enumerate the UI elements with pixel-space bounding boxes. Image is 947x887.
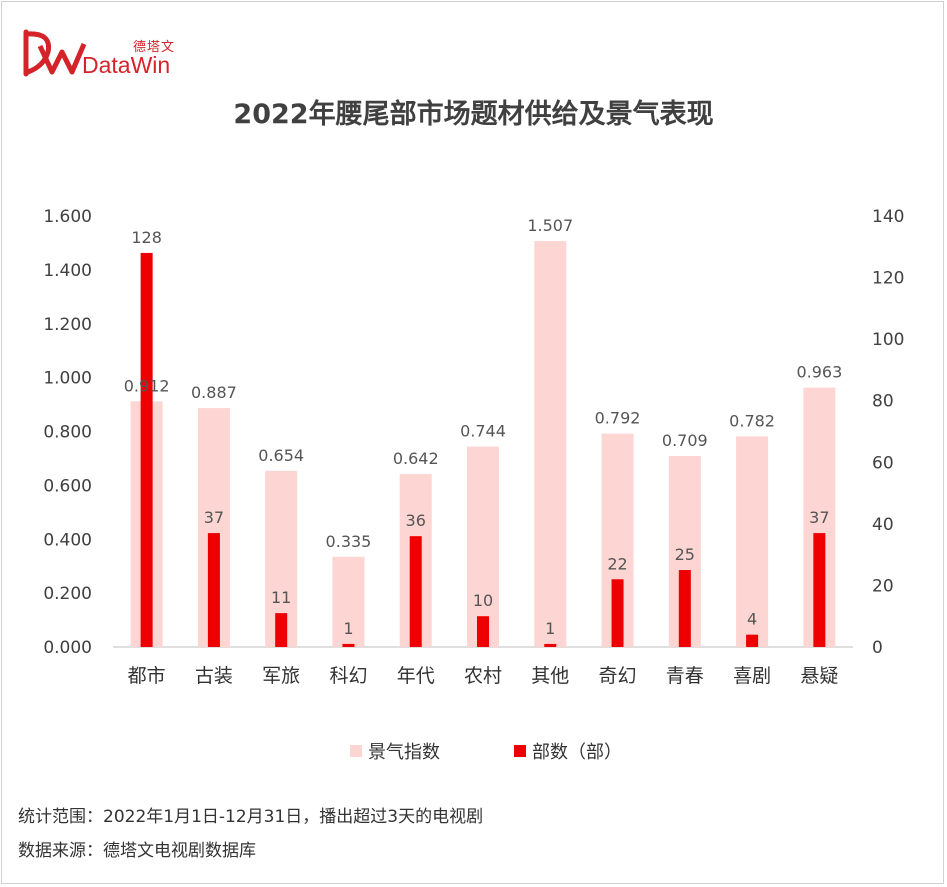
index-value-label: 0.887 <box>191 383 237 402</box>
footnote-scope: 统计范围：2022年1月1日-12月31日，播出超过3天的电视剧 <box>18 807 484 827</box>
legend-swatch-index <box>350 745 362 757</box>
category-label: 古装 <box>195 665 233 687</box>
category-label: 都市 <box>128 665 166 687</box>
count-value-label: 4 <box>747 610 757 629</box>
count-bar <box>140 252 153 647</box>
index-value-label: 0.792 <box>595 409 641 428</box>
index-value-label: 0.912 <box>124 376 170 395</box>
footnotes: 统计范围：2022年1月1日-12月31日，播出超过3天的电视剧 数据来源：德塔… <box>18 800 483 868</box>
category-label: 喜剧 <box>733 665 771 687</box>
legend-item-count: 部数（部） <box>514 738 622 764</box>
y-left-tick-label: 0.200 <box>43 584 92 604</box>
count-bar <box>544 643 557 647</box>
datawin-logo-mark-icon <box>23 29 87 77</box>
y-right-tick-label: 80 <box>872 392 894 412</box>
index-bar <box>534 241 567 647</box>
count-value-label: 37 <box>809 508 829 527</box>
y-left-tick-label: 0.400 <box>43 530 92 550</box>
category-label: 年代 <box>397 665 435 687</box>
y-left-tick-label: 1.400 <box>43 261 92 281</box>
brand-en-text: DataWin <box>82 52 171 78</box>
count-value-label: 1 <box>343 619 353 638</box>
y-right-tick-label: 100 <box>872 330 904 350</box>
y-left-tick-label: 0.600 <box>43 476 92 496</box>
chart-title: 2022年腰尾部市场题材供给及景气表现 <box>233 99 714 130</box>
category-label: 其他 <box>531 665 569 687</box>
index-value-label: 0.782 <box>729 411 775 430</box>
y-right-tick-label: 40 <box>872 515 894 535</box>
index-value-label: 0.642 <box>393 449 439 468</box>
y-left-tick-label: 0.000 <box>43 638 92 658</box>
count-value-label: 22 <box>607 554 627 573</box>
legend-label-count: 部数（部） <box>532 742 622 763</box>
count-value-label: 25 <box>675 545 695 564</box>
y-left-tick-label: 1.600 <box>43 207 92 227</box>
count-bar <box>477 616 489 647</box>
count-value-label: 1 <box>545 619 555 638</box>
index-bar <box>332 556 365 647</box>
category-label: 青春 <box>666 665 704 687</box>
index-value-label: 0.709 <box>662 431 708 450</box>
category-label: 悬疑 <box>800 665 838 687</box>
count-bar <box>342 643 355 647</box>
count-bar <box>611 579 624 647</box>
index-value-label: 1.507 <box>527 216 573 235</box>
category-label: 军旅 <box>262 665 300 687</box>
category-label: 奇幻 <box>599 665 637 687</box>
count-value-label: 11 <box>271 588 291 607</box>
y-left-tick-label: 0.800 <box>43 423 92 443</box>
y-right-tick-label: 120 <box>872 269 904 289</box>
count-value-label: 36 <box>406 511 426 530</box>
chart-legend: 景气指数 部数（部） <box>0 738 947 764</box>
bar-chart: 0.000 0.200 0.400 0.600 0.800 1.000 1.200 1.400… <box>43 207 904 687</box>
index-value-label: 0.654 <box>258 446 304 465</box>
legend-item-index: 景气指数 <box>350 738 440 764</box>
datawin-logo <box>22 26 182 82</box>
count-bar <box>678 570 691 647</box>
index-value-label: 0.744 <box>460 422 506 441</box>
index-bar <box>736 436 769 647</box>
count-value-label: 37 <box>204 508 224 527</box>
legend-label-index: 景气指数 <box>368 742 440 763</box>
count-bar <box>813 533 826 647</box>
y-left-tick-label: 1.200 <box>43 315 92 335</box>
count-bar <box>275 613 288 647</box>
footnote-source: 数据来源：德塔文电视剧数据库 <box>18 841 256 861</box>
y-right-tick-label: 60 <box>872 453 894 473</box>
count-bar <box>409 536 422 647</box>
count-value-label: 10 <box>473 591 493 610</box>
index-value-label: 0.963 <box>796 363 842 382</box>
y-right-tick-label: 140 <box>872 207 904 227</box>
y-right-tick-label: 0 <box>872 638 883 658</box>
index-bar <box>467 446 499 647</box>
category-label: 科幻 <box>329 665 367 687</box>
count-bar <box>207 533 220 647</box>
brand-cn-text: 德塔文 <box>133 40 176 55</box>
y-left-tick-label: 1.000 <box>43 369 92 389</box>
legend-swatch-count <box>514 745 526 757</box>
count-bar <box>746 634 759 647</box>
y-right-tick-label: 20 <box>872 576 894 596</box>
count-value-label: 128 <box>131 228 162 247</box>
category-label: 农村 <box>464 665 502 687</box>
index-value-label: 0.335 <box>326 532 372 551</box>
